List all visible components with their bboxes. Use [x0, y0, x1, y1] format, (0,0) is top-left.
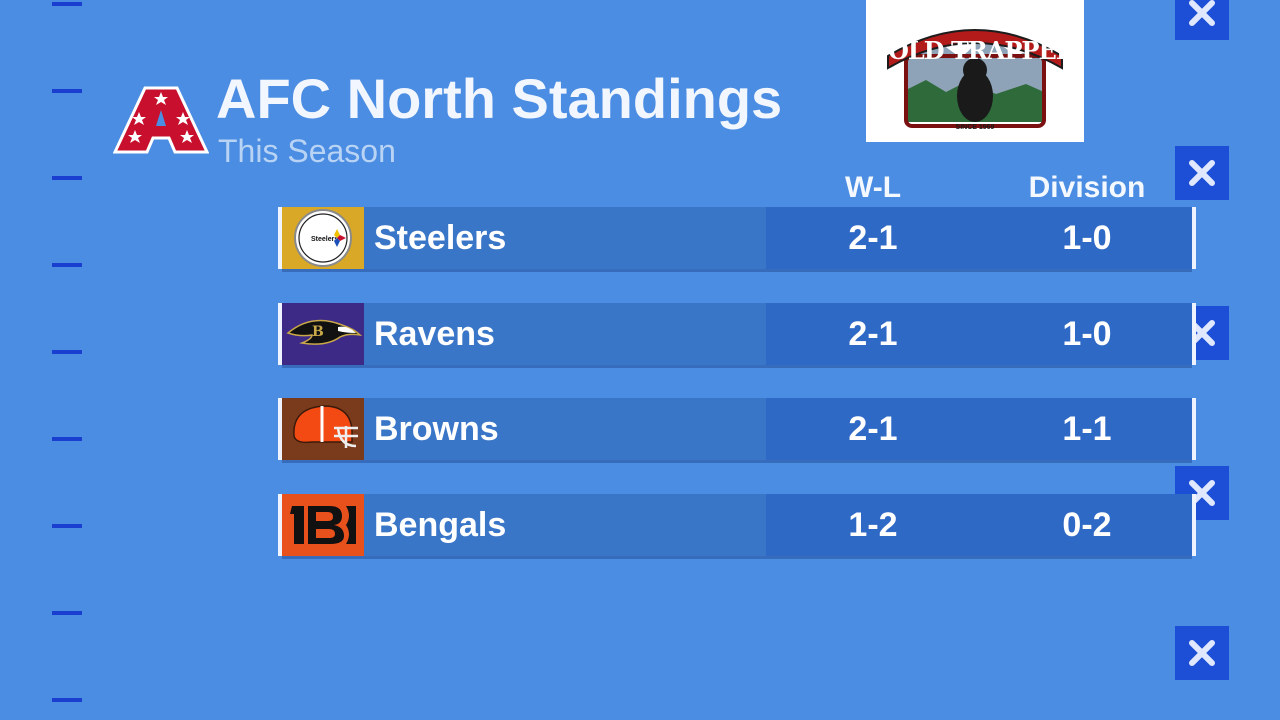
division-value: 1-1 [1062, 410, 1112, 448]
column-header-wl: W-L [844, 171, 902, 204]
sponsor-tagline: SINCE 1969 [955, 124, 995, 131]
row-cap [278, 303, 282, 365]
team-name: Bengals [374, 506, 507, 544]
table-row: Steelers Steelers 2-1 1-0 [278, 207, 1196, 272]
row-cap [1192, 207, 1196, 269]
x-marker-icon [1175, 0, 1229, 40]
svg-text:Steelers: Steelers [311, 236, 338, 243]
yard-tick [52, 176, 82, 180]
x-marker-icon [1175, 146, 1229, 200]
row-shadow [282, 269, 1192, 272]
x-marker-icon [1175, 626, 1229, 680]
table-row: Bengals 1-2 0-2 [278, 494, 1196, 559]
team-name: Browns [374, 410, 499, 448]
page-subtitle: This Season [218, 133, 396, 169]
sponsor-logo: OLD TRAPPER SINCE 1969 [866, 0, 1084, 142]
table-row: B Ravens 2-1 1-0 [278, 303, 1196, 368]
wl-cell [766, 303, 980, 365]
row-cap [278, 494, 282, 556]
wl-value: 2-1 [848, 410, 898, 448]
row-cap [278, 207, 282, 269]
ravens-logo: B [282, 303, 364, 365]
row-shadow [282, 365, 1192, 368]
division-value: 0-2 [1062, 506, 1112, 544]
yard-tick [52, 89, 82, 93]
bengals-logo [282, 494, 364, 556]
wl-cell [766, 494, 980, 556]
afc-logo [112, 86, 210, 156]
division-value: 1-0 [1062, 315, 1112, 353]
yard-tick [52, 2, 82, 6]
row-cap [1192, 398, 1196, 460]
team-name: Steelers [374, 219, 507, 257]
division-cell [980, 398, 1194, 460]
wl-value: 1-2 [848, 506, 898, 544]
row-cap [1192, 303, 1196, 365]
team-name: Ravens [374, 315, 495, 353]
yard-tick [52, 698, 82, 702]
yard-tick [52, 611, 82, 615]
row-shadow [282, 460, 1192, 463]
sponsor-name: OLD TRAPPER [888, 36, 1076, 65]
division-cell [980, 303, 1194, 365]
wl-cell [766, 207, 980, 269]
browns-logo [282, 398, 364, 460]
svg-text:B: B [312, 324, 324, 340]
yard-tick [52, 524, 82, 528]
steelers-logo: Steelers [282, 207, 364, 269]
wl-value: 2-1 [848, 315, 898, 353]
division-cell [980, 494, 1194, 556]
yard-tick [52, 350, 82, 354]
division-value: 1-0 [1062, 219, 1112, 257]
row-shadow [282, 556, 1192, 559]
yard-tick [52, 437, 82, 441]
table-row: Browns 2-1 1-1 [278, 398, 1196, 463]
division-cell [980, 207, 1194, 269]
wl-cell [766, 398, 980, 460]
page-title: AFC North Standings [216, 67, 783, 130]
x-marker-icon [1175, 466, 1229, 520]
row-cap [278, 398, 282, 460]
wl-value: 2-1 [848, 219, 898, 257]
column-header-division: Division [1028, 171, 1146, 204]
row-cap [1192, 494, 1196, 556]
yard-tick [52, 263, 82, 267]
